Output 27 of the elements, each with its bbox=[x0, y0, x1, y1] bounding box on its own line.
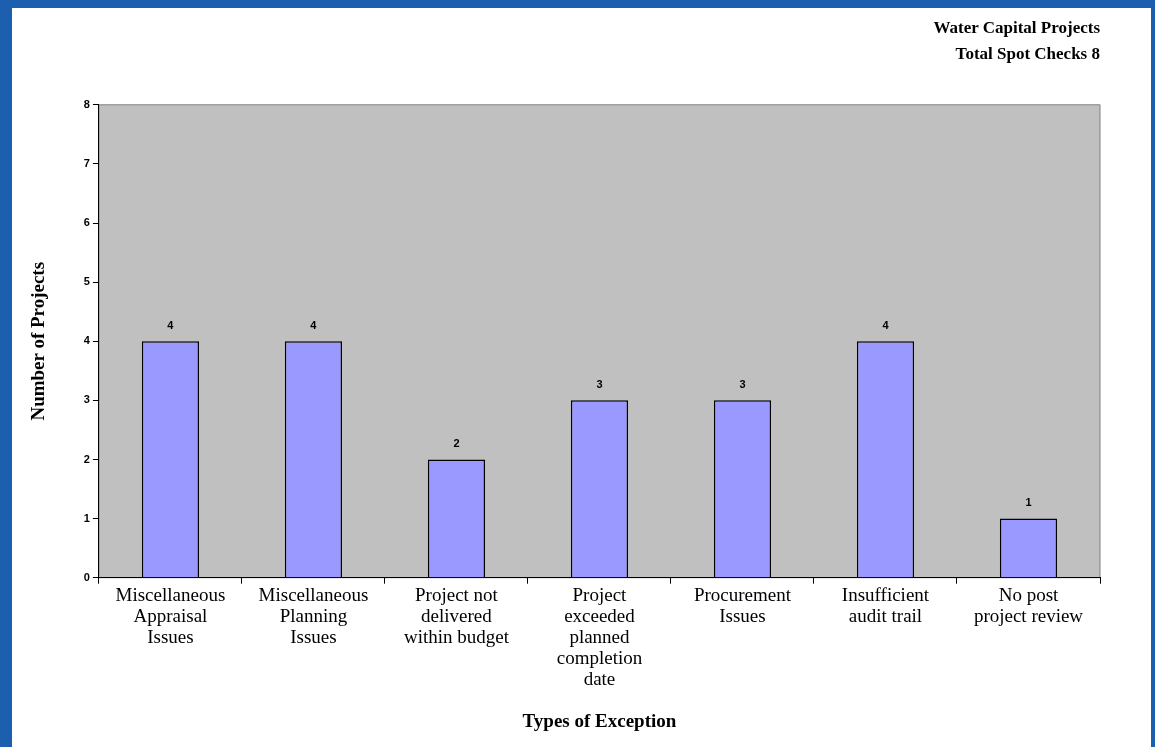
y-tick-label: 0 bbox=[83, 570, 90, 583]
x-tick-label: Procurement Issues bbox=[693, 584, 792, 627]
data-label: 3 bbox=[596, 377, 603, 390]
chart-title: Water Capital Projects bbox=[933, 17, 1101, 37]
data-label: 2 bbox=[453, 437, 460, 450]
x-tick-label: Project not delivered within budget bbox=[403, 584, 510, 647]
y-axis-title: Number of Projects bbox=[27, 261, 49, 421]
x-tick-label: Insufficient audit trail bbox=[841, 584, 930, 627]
chart-subtitle: Total Spot Checks 8 bbox=[955, 43, 1100, 63]
y-tick-label: 4 bbox=[83, 334, 91, 347]
y-tick-label: 1 bbox=[83, 511, 90, 524]
data-label: 1 bbox=[1025, 496, 1032, 509]
x-tick-label: Project exceeded planned completion date bbox=[556, 584, 643, 689]
y-tick-label: 2 bbox=[83, 452, 90, 465]
data-label: 3 bbox=[739, 377, 746, 390]
y-tick-label: 8 bbox=[83, 97, 90, 110]
y-tick-label: 6 bbox=[83, 216, 90, 229]
x-tick-label: Miscellaneous Planning Issues bbox=[258, 584, 369, 647]
y-tick-label: 3 bbox=[83, 393, 90, 406]
y-tick-label: 5 bbox=[83, 275, 90, 288]
data-label: 4 bbox=[882, 318, 890, 331]
data-label: 4 bbox=[167, 318, 175, 331]
data-label: 4 bbox=[310, 318, 318, 331]
x-axis-title: Types of Exception bbox=[522, 709, 677, 731]
x-tick-label: No post project review bbox=[973, 584, 1084, 627]
x-tick-label: Miscellaneous Appraisal Issues bbox=[115, 584, 226, 647]
y-tick-label: 7 bbox=[83, 156, 90, 169]
